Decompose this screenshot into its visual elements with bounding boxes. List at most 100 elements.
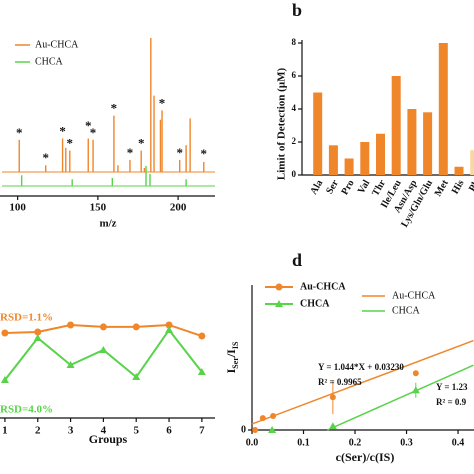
peak-marker: * (90, 125, 97, 140)
x-tick-label: His (450, 178, 467, 196)
fit-equation: Y = 1.23 (436, 382, 468, 392)
marker (66, 361, 75, 369)
legend-label: Au-CHCA (300, 281, 346, 292)
x-tick-label: Pro (339, 178, 356, 197)
marker (197, 368, 206, 376)
x-tick-label: 1 (2, 425, 8, 437)
marker (99, 345, 108, 353)
marker (198, 332, 206, 340)
y-tick-label: 6 (292, 70, 297, 80)
peak-marker: * (201, 146, 208, 161)
bar (360, 142, 370, 175)
y-tick-label: 0 (241, 424, 246, 435)
marker (0, 376, 9, 384)
y-tick-label: 2 (292, 136, 297, 146)
peak-marker: * (111, 101, 118, 116)
panel-label: d (292, 250, 302, 270)
marker (275, 283, 283, 291)
x-tick-label: 150 (90, 202, 107, 214)
marker (252, 427, 259, 433)
marker (268, 426, 277, 433)
legend-label: CHCA (300, 298, 330, 309)
x-tick-label: Ala (308, 178, 325, 196)
x-tick-label: Met (433, 178, 451, 199)
peak-marker: * (16, 125, 23, 140)
marker (411, 386, 420, 394)
bar (454, 166, 464, 175)
bar (328, 145, 338, 175)
peak-marker: * (176, 145, 183, 160)
y-axis-title-part: /I (224, 349, 238, 358)
fit-r2: R² = 0.9965 (318, 377, 362, 387)
bar (376, 133, 385, 175)
legend-label: Au-CHCA (35, 39, 79, 50)
bar (391, 76, 401, 175)
x-tick-label: Ph (467, 178, 474, 194)
marker (33, 333, 42, 341)
marker (165, 321, 173, 329)
legend-label: CHCA (35, 56, 64, 67)
bar (407, 109, 417, 175)
series-line (4, 328, 203, 381)
marker (328, 422, 337, 430)
x-tick-label: 100 (9, 202, 26, 214)
x-axis-title: c(Ser)/c(IS) (336, 450, 395, 464)
bar (313, 92, 323, 175)
y-tick-label: 0 (292, 169, 297, 179)
x-tick-label: 0.3 (400, 437, 413, 448)
marker (165, 325, 174, 333)
legend-label: Au-CHCA (392, 290, 436, 301)
peak-marker: * (159, 95, 166, 110)
x-tick-label: Ser (324, 178, 341, 196)
x-tick-label: 200 (170, 202, 187, 214)
x-tick-label: 3 (68, 425, 74, 437)
x-tick-label: 0.4 (452, 437, 465, 448)
y-axis-title: Limit of Detection (μM) (276, 68, 288, 181)
bar (438, 43, 448, 175)
legend-label: CHCA (392, 305, 421, 316)
peak-marker: * (59, 123, 66, 138)
x-tick-label: 0.0 (246, 437, 259, 448)
x-tick-label: 4 (101, 425, 107, 437)
x-tick-label: 7 (199, 425, 205, 437)
marker (1, 329, 9, 337)
peak-marker: * (138, 136, 145, 151)
y-axis-title-part: Ser (231, 357, 240, 369)
x-tick-label: 2 (35, 425, 41, 437)
x-axis-title: m/z (99, 218, 116, 230)
marker (329, 394, 336, 401)
fit-line (251, 339, 474, 425)
x-tick-label: 0.2 (349, 437, 362, 448)
peak-marker: * (42, 150, 49, 165)
x-tick-label: 0.1 (297, 437, 310, 448)
y-tick-label: 4 (292, 103, 297, 113)
x-tick-label: 5 (133, 425, 139, 437)
fit-r2: R² = 0.9 (436, 397, 467, 407)
marker (412, 370, 419, 377)
marker (67, 321, 75, 329)
marker (99, 323, 107, 331)
marker (132, 323, 140, 331)
fit-line (327, 364, 474, 431)
marker (270, 413, 277, 420)
y-tick-label: 8 (292, 37, 297, 47)
bar (423, 112, 433, 175)
marker (132, 373, 141, 381)
x-axis-title: Groups (89, 432, 128, 446)
marker (34, 328, 42, 336)
bar (344, 158, 354, 175)
panel-label: b (292, 0, 302, 20)
annotation: RSD=1.1% (0, 312, 53, 324)
peak-marker: * (67, 136, 74, 151)
y-axis-title: ISer/IIS (224, 341, 241, 373)
marker (275, 300, 283, 307)
annotation: RSD=4.0% (0, 404, 53, 416)
x-tick-label: 6 (166, 425, 172, 437)
bar (470, 150, 474, 175)
marker (259, 415, 266, 422)
y-axis-title-part: IS (231, 341, 240, 349)
y-axis-title-part: I (224, 368, 238, 373)
fit-equation: Y = 1.044*X + 0.03230 (318, 362, 404, 372)
peak-marker: * (85, 118, 92, 133)
